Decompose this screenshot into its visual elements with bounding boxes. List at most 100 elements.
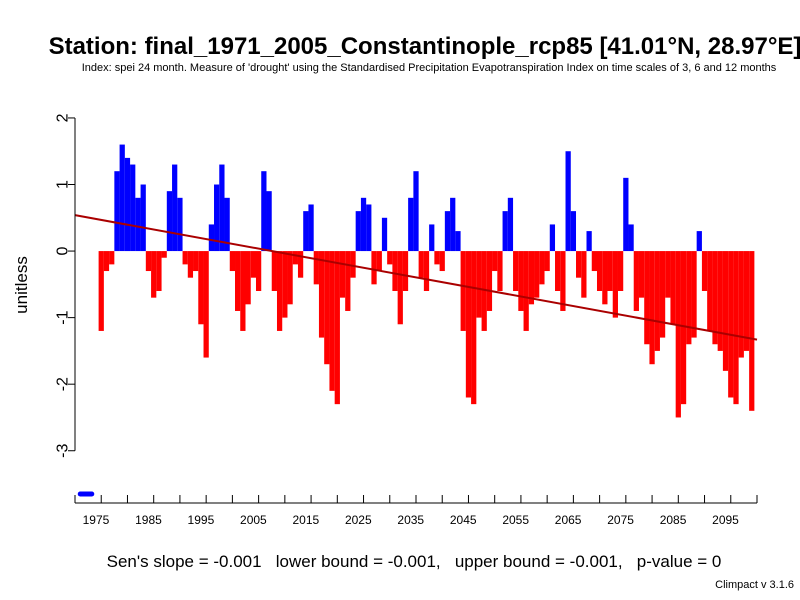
data-bar — [381, 217, 388, 252]
data-bar — [602, 251, 608, 305]
data-bar — [434, 251, 440, 265]
data-bar — [161, 251, 167, 258]
data-bar — [324, 251, 330, 365]
x-tick-label: 2005 — [240, 513, 267, 527]
data-bar — [586, 231, 592, 252]
x-tick-label: 1975 — [83, 513, 110, 527]
data-bar — [486, 251, 493, 311]
data-bar — [313, 251, 319, 285]
data-bar — [182, 251, 188, 265]
data-bar — [612, 251, 618, 318]
data-bar — [465, 251, 472, 398]
data-bar — [738, 251, 744, 358]
x-tick-label: 1985 — [135, 513, 162, 527]
data-bar — [722, 251, 729, 371]
data-bar — [444, 211, 451, 252]
data-bar — [712, 251, 718, 345]
data-bar — [528, 251, 535, 305]
data-bar — [130, 164, 136, 252]
data-bar — [282, 251, 288, 318]
data-bar — [198, 251, 204, 325]
data-bar — [749, 251, 755, 411]
data-bar — [355, 211, 361, 252]
data-bar — [203, 251, 209, 358]
data-bar — [287, 251, 293, 305]
data-bar — [109, 251, 115, 265]
data-bar — [450, 197, 456, 252]
x-tick-label: 2045 — [450, 513, 477, 527]
data-bar — [292, 251, 298, 265]
data-bar — [544, 251, 550, 272]
data-bar — [502, 211, 508, 252]
data-bar — [628, 224, 634, 252]
data-bar — [98, 251, 104, 331]
data-bar — [570, 211, 577, 252]
data-bar — [413, 171, 419, 252]
data-bar — [397, 251, 403, 325]
data-bar — [497, 251, 503, 291]
data-bar — [135, 197, 141, 252]
data-bar — [266, 191, 272, 252]
trend-line — [74, 214, 758, 341]
y-tick-label: -1 — [55, 310, 72, 324]
data-bar — [460, 251, 466, 331]
data-bar — [576, 251, 582, 278]
x-tick-label: 2055 — [502, 513, 529, 527]
x-tick-label: 1995 — [188, 513, 215, 527]
data-bar — [297, 251, 304, 278]
data-bar — [371, 251, 377, 285]
data-bar — [481, 251, 487, 331]
y-tick-label: 1 — [55, 180, 72, 189]
x-axis: 1975 1985 1995 2005 2015 2025 2035 2045 2055 2065… — [74, 495, 758, 527]
data-bar — [245, 251, 251, 305]
trend-group — [74, 214, 758, 341]
data-bar — [214, 184, 220, 252]
data-bar — [523, 251, 529, 331]
data-bar — [193, 251, 199, 272]
data-bar — [350, 251, 356, 278]
data-bar — [423, 251, 430, 291]
data-bar — [743, 251, 750, 351]
y-axis: -3 -2 -1 0 1 2 — [55, 113, 76, 458]
data-bar — [686, 251, 692, 345]
data-bar — [392, 251, 398, 291]
data-bar — [334, 251, 340, 405]
data-bar — [665, 251, 671, 298]
data-bar — [402, 251, 409, 291]
data-bar — [539, 251, 545, 285]
data-bar — [103, 251, 110, 272]
data-bar — [633, 251, 639, 311]
data-bar — [607, 251, 613, 291]
data-bar — [261, 171, 267, 252]
data-bar — [151, 251, 157, 298]
data-bar — [271, 251, 277, 291]
stats-footer: Sen's slope = -0.001 lower bound = -0.00… — [107, 552, 722, 571]
data-bar — [224, 197, 230, 252]
data-bar — [555, 251, 561, 291]
data-bar — [187, 251, 194, 278]
data-bar — [471, 251, 477, 405]
data-bar — [339, 251, 346, 298]
data-bar — [366, 204, 372, 252]
data-bar — [387, 251, 393, 265]
x-tick-label: 2025 — [345, 513, 372, 527]
data-bar — [518, 251, 524, 311]
data-bar — [219, 164, 225, 252]
data-bar — [560, 251, 566, 311]
data-bar — [250, 251, 256, 278]
data-bar — [166, 191, 173, 252]
data-bar — [617, 251, 624, 291]
data-bar — [140, 184, 146, 252]
data-bar — [659, 251, 666, 338]
data-bar — [408, 197, 414, 252]
data-bar — [303, 211, 309, 252]
bars-group — [98, 144, 755, 418]
data-bar — [680, 251, 687, 405]
data-bar — [329, 251, 335, 391]
data-bar — [707, 251, 713, 331]
data-bar — [696, 231, 702, 252]
data-bar — [360, 197, 367, 252]
data-bar — [119, 144, 125, 252]
data-bar — [691, 251, 697, 338]
